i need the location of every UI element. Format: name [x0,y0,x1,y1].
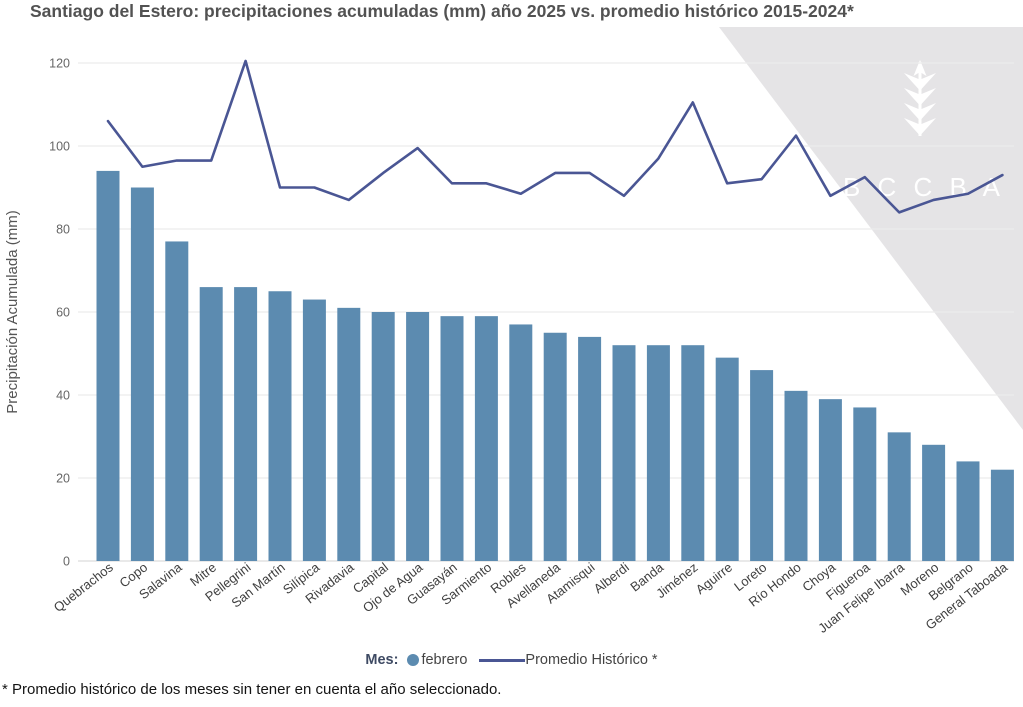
y-tick-label: 0 [63,555,70,569]
historical-line-icon [479,658,526,662]
y-tick-label: 120 [49,57,70,71]
historical-average-line[interactable] [106,59,1004,214]
footnote: * Promedio histórico de los meses sin te… [2,681,502,698]
legend-month-label: Mes: [365,652,399,668]
legend-promedio-label: Promedio Histórico * [525,652,658,668]
chart-title: Santiago del Estero: precipitaciones acu… [30,1,854,21]
combo-chart: B C C B A 0 20 40 60 80 100 120 Precipitación Ac… [4,27,1023,636]
y-tick-label: 60 [56,306,70,320]
x-axis-label: Quebrachos [51,559,116,615]
bar[interactable] [853,407,877,561]
y-tick-label: 40 [56,389,70,403]
bar[interactable] [199,287,223,561]
bar[interactable] [268,291,292,561]
legend-item-promedio-historico[interactable]: Promedio Histórico * [467,652,658,668]
bar[interactable] [440,316,464,561]
legend-item-febrero[interactable]: febrero [407,652,467,668]
y-axis-title: Precipitación Acumulada (mm) [4,210,21,413]
febrero-dot-icon [407,654,420,666]
bar[interactable] [543,332,567,561]
bar[interactable] [784,390,808,561]
bar[interactable] [165,241,189,561]
bar[interactable] [578,336,602,561]
bar[interactable] [509,324,533,561]
y-tick-label: 20 [56,472,70,486]
x-axis-label: Alberdi [591,559,632,596]
bar[interactable] [371,312,395,561]
bar[interactable] [612,345,636,561]
bar[interactable] [646,345,670,561]
bar[interactable] [715,357,739,561]
x-axis-label: Aguirre [693,560,735,598]
bar[interactable] [234,287,258,561]
bar[interactable] [302,299,326,561]
bar[interactable] [818,399,842,561]
bar[interactable] [406,312,430,561]
y-tick-label: 100 [49,140,70,154]
legend: Mes: febrero Promedio Histórico * [0,649,1023,671]
legend-febrero-label: febrero [421,652,468,668]
bar[interactable] [956,461,980,561]
bar[interactable] [96,170,120,561]
bar[interactable] [990,469,1014,561]
bar[interactable] [337,307,361,561]
bar[interactable] [750,370,774,561]
bar[interactable] [922,444,946,561]
watermark-letters: B C C B A [843,172,1005,202]
bar[interactable] [681,345,705,561]
bar[interactable] [887,432,911,561]
y-tick-label: 80 [56,223,70,237]
wheat-icon [904,60,936,136]
bar[interactable] [130,187,154,562]
bar[interactable] [474,316,498,561]
